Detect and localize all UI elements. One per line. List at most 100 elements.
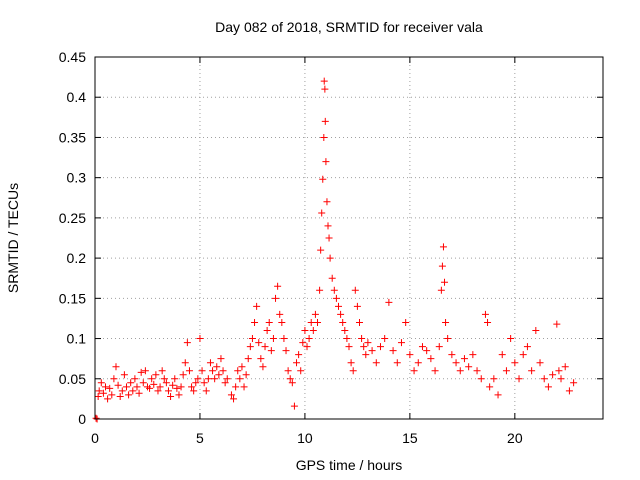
data-point [490,375,498,383]
data-point [131,375,139,383]
data-point [95,387,103,395]
data-point [519,351,527,359]
data-point [323,198,331,206]
data-point [317,246,325,254]
data-point [347,359,355,367]
data-point [198,367,206,375]
data-point [118,387,126,395]
data-point [190,387,198,395]
data-point [311,310,319,318]
data-point [150,380,158,388]
data-point [486,383,494,391]
tick-layer: 0 0.05 0.1 0.15 0.2 0.25 0.3 0.35 0.4 0.45 0 5 10 15 2… [59,49,603,446]
data-point [290,402,298,410]
data-point [188,383,196,391]
data-point [381,335,389,343]
data-point [364,339,372,347]
data-point [316,286,324,294]
data-point [511,359,519,367]
data-point [259,363,267,371]
y-tick-label: 0 [78,411,86,427]
data-point [219,367,227,375]
data-point [362,351,370,359]
data-point [307,318,315,326]
data-point [240,383,248,391]
data-point [227,391,235,399]
data-point [94,392,102,400]
data-point [442,318,450,326]
data-point [410,367,418,375]
data-point [314,318,322,326]
data-point [181,359,189,367]
data-point [544,383,552,391]
y-tick-label: 0.05 [59,371,86,387]
data-point [337,310,345,318]
data-point [389,347,397,355]
data-point [437,286,445,294]
data-point [301,327,309,335]
data-point [171,375,179,383]
data-point [152,371,160,379]
data-point [402,318,410,326]
data-point [179,371,187,379]
data-point [160,375,168,383]
data-point [234,367,242,375]
data-point [122,383,130,391]
data-point [286,375,294,383]
data-point [439,243,447,251]
data-point [269,335,277,343]
data-point [418,343,426,351]
x-tick-label: 5 [196,430,204,446]
data-point [325,234,333,242]
data-point [435,343,443,351]
data-point [536,359,544,367]
data-point [137,368,145,376]
data-point [244,355,252,363]
data-point [261,343,269,351]
data-point [196,335,204,343]
data-point [251,318,259,326]
x-tick-label: 10 [297,430,313,446]
data-point [211,375,219,383]
data-point [320,133,328,141]
data-point [528,367,536,375]
data-point [438,262,446,270]
data-point [192,379,200,387]
data-point [358,335,366,343]
data-point [557,375,565,383]
data-point [248,335,256,343]
data-point [232,383,240,391]
data-point [345,343,353,351]
data-point [328,274,336,282]
data-point [355,318,363,326]
data-point [465,363,473,371]
data-point [230,395,238,403]
data-point [217,355,225,363]
data-point [129,387,137,395]
data-point [565,387,573,395]
data-point [469,351,477,359]
data-point [481,310,489,318]
data-point [321,117,329,125]
data-point [141,367,149,375]
data-point [209,367,217,375]
data-point [267,347,275,355]
data-points [92,77,578,423]
x-axis-label: GPS time / hours [296,457,403,473]
data-point [376,343,384,351]
data-point [494,391,502,399]
data-point [406,351,414,359]
data-point [431,367,439,375]
data-point [284,367,292,375]
x-tick-label: 15 [402,430,418,446]
data-point [549,371,557,379]
data-point [200,379,208,387]
y-axis-label: SRMTID / TECUs [5,183,21,293]
data-point [335,302,343,310]
data-point [280,335,288,343]
data-point [339,318,347,326]
data-point [523,343,531,351]
data-point [553,320,561,328]
data-point [202,387,210,395]
